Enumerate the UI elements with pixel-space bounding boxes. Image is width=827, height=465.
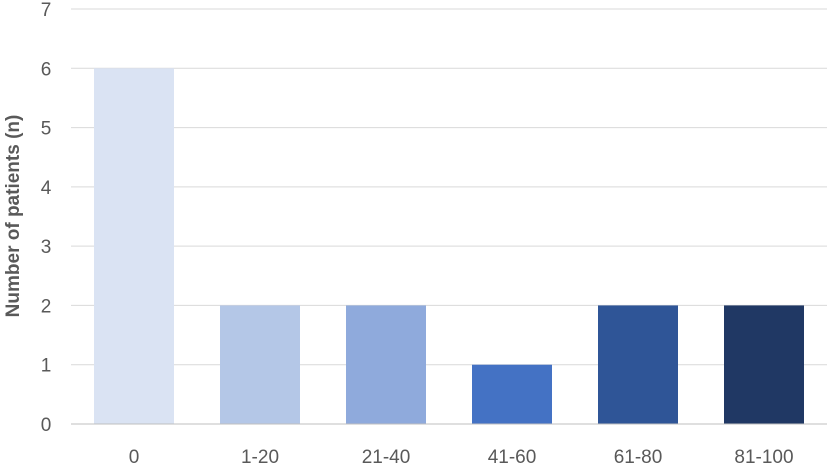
x-tick-label: 81-100 bbox=[734, 447, 793, 465]
y-tick-label: 1 bbox=[41, 356, 52, 377]
x-tick-label: 21-40 bbox=[362, 447, 411, 465]
bar-21-40 bbox=[346, 305, 426, 424]
x-tick-label: 61-80 bbox=[614, 447, 663, 465]
y-tick-label: 0 bbox=[41, 415, 52, 436]
x-tick-label: 0 bbox=[129, 447, 140, 465]
bars bbox=[94, 68, 804, 425]
x-tick-label: 41-60 bbox=[488, 447, 537, 465]
bar-81-100 bbox=[724, 305, 804, 424]
y-tick-label: 6 bbox=[41, 59, 52, 80]
y-tick-labels: 0 1 2 3 4 5 6 7 bbox=[41, 0, 52, 436]
gridlines bbox=[71, 8, 827, 366]
y-tick-label: 7 bbox=[41, 0, 52, 21]
bar-61-80 bbox=[598, 305, 678, 424]
y-tick-label: 3 bbox=[41, 237, 52, 258]
bar-1-20 bbox=[220, 305, 300, 424]
y-axis-label: Number of patients (n) bbox=[3, 115, 24, 318]
y-tick-label: 4 bbox=[41, 178, 52, 199]
y-tick-label: 5 bbox=[41, 119, 52, 140]
x-tick-label: 1-20 bbox=[241, 447, 279, 465]
bar-0 bbox=[94, 68, 174, 425]
bar-41-60 bbox=[472, 364, 552, 424]
y-tick-label: 2 bbox=[41, 296, 52, 317]
x-tick-labels: 0 1-20 21-40 41-60 61-80 81-100 bbox=[129, 447, 794, 465]
